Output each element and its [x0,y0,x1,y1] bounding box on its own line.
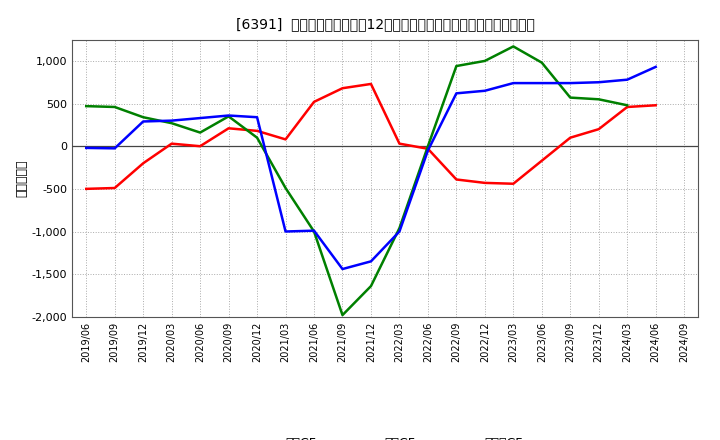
フリーCF [566,81,575,86]
営業CF [139,161,148,166]
営業CF [167,141,176,146]
投資CF [282,185,290,191]
フリーCF [253,114,261,120]
投資CF [623,103,631,108]
投資CF [452,63,461,69]
営業CF [509,181,518,187]
Legend: 営業CF, 投資CF, フリーCF: 営業CF, 投資CF, フリーCF [243,432,528,440]
フリーCF [310,228,318,233]
営業CF [82,186,91,191]
Title: [6391]  キャッシュフローの12か月移動合計の対前年同期増減額の推移: [6391] キャッシュフローの12か月移動合計の対前年同期増減額の推移 [235,18,535,32]
投資CF [225,114,233,119]
フリーCF [395,229,404,234]
フリーCF [196,115,204,121]
フリーCF [110,146,119,151]
投資CF [110,104,119,110]
フリーCF [139,119,148,124]
営業CF [595,127,603,132]
投資CF [139,114,148,120]
営業CF [253,128,261,133]
投資CF [395,225,404,231]
投資CF [480,58,489,63]
投資CF [310,229,318,234]
フリーCF [595,80,603,85]
投資CF [338,312,347,318]
フリーCF [480,88,489,93]
営業CF [623,104,631,110]
投資CF [167,121,176,126]
フリーCF [423,148,432,153]
投資CF [537,60,546,65]
営業CF [566,135,575,140]
営業CF [282,137,290,142]
フリーCF [537,81,546,86]
営業CF [196,143,204,149]
フリーCF [338,266,347,271]
フリーCF [167,118,176,123]
Y-axis label: （百万円）: （百万円） [16,159,29,197]
フリーCF [282,229,290,234]
フリーCF [623,77,631,82]
投資CF [423,143,432,149]
フリーCF [366,259,375,264]
営業CF [452,177,461,182]
フリーCF [225,113,233,118]
営業CF [537,158,546,163]
投資CF [595,97,603,102]
営業CF [366,81,375,87]
営業CF [310,99,318,105]
営業CF [338,85,347,91]
投資CF [253,135,261,140]
Line: フリーCF: フリーCF [86,67,656,269]
フリーCF [652,64,660,70]
投資CF [196,130,204,135]
営業CF [395,141,404,146]
投資CF [509,44,518,49]
営業CF [652,103,660,108]
営業CF [110,185,119,191]
フリーCF [452,91,461,96]
営業CF [225,126,233,131]
Line: 投資CF: 投資CF [86,47,627,315]
フリーCF [509,81,518,86]
営業CF [423,146,432,151]
営業CF [480,180,489,186]
フリーCF [82,145,91,150]
投資CF [366,283,375,289]
投資CF [566,95,575,100]
投資CF [82,103,91,109]
Line: 営業CF: 営業CF [86,84,656,189]
